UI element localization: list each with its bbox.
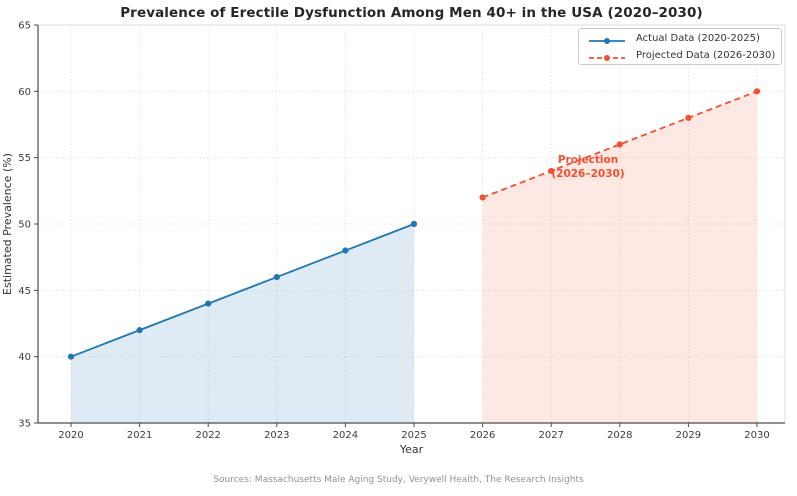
series-projected-area	[482, 91, 757, 423]
x-tick-label: 2023	[264, 430, 289, 441]
series-projected-marker	[616, 141, 623, 148]
x-tick-label: 2025	[401, 430, 426, 441]
legend-label-projected: Projected Data (2026-2030)	[636, 49, 776, 61]
series-actual-area	[71, 224, 414, 423]
y-tick-label: 50	[18, 220, 31, 231]
projection-annotation-line2: (2026–2030)	[551, 167, 625, 180]
series-actual-marker	[273, 273, 280, 281]
series-actual-marker	[136, 327, 143, 334]
projection-annotation: Projection (2026–2030)	[542, 154, 634, 181]
legend-line-sample-actual	[587, 32, 627, 44]
series-actual-marker	[205, 300, 212, 307]
y-tick-label: 60	[18, 87, 31, 98]
series-projected-marker	[479, 194, 486, 201]
legend: Actual Data (2020-2025) Projected Data (…	[578, 28, 782, 65]
y-axis-label: Estimated Prevalence (%)	[1, 153, 14, 295]
projection-annotation-line1: Projection	[557, 154, 619, 166]
x-tick-label: 2029	[676, 430, 701, 441]
x-tick-label: 2030	[744, 430, 769, 441]
legend-item-projected: Projected Data (2026-2030)	[587, 47, 781, 63]
x-tick-label: 2026	[470, 430, 495, 441]
source-note: Sources: Massachusetts Male Aging Study,…	[213, 475, 584, 485]
axis-ticks: 2020 2021 2022 2023 2024 2025 2026 2027 2028 2029…	[18, 21, 769, 442]
y-tick-label: 45	[18, 286, 31, 297]
series-actual	[67, 220, 418, 423]
x-tick-label: 2020	[58, 430, 83, 441]
series-actual-marker	[67, 353, 75, 360]
series-projected-marker	[685, 114, 692, 121]
legend-sample-svg	[589, 38, 625, 44]
series-projected-marker	[548, 167, 555, 175]
series-actual-marker	[410, 220, 418, 228]
y-tick-label: 35	[18, 419, 31, 430]
legend-sample-svg	[589, 55, 625, 61]
x-axis-label: Year	[399, 443, 424, 456]
series-projected	[479, 88, 761, 423]
series-actual-line	[70, 223, 415, 358]
chart-title: Prevalence of Erectile Dysfunction Among…	[120, 5, 703, 21]
series-projected-line	[482, 90, 758, 199]
x-tick-label: 2027	[538, 430, 563, 441]
legend-label-actual: Actual Data (2020-2025)	[636, 32, 760, 44]
legend-line-sample-projected	[587, 49, 627, 61]
series-actual-marker	[342, 247, 349, 254]
x-tick-label: 2021	[127, 430, 152, 441]
y-tick-label: 55	[18, 153, 31, 164]
x-tick-label: 2022	[195, 430, 220, 441]
y-tick-label: 65	[18, 21, 31, 32]
legend-item-actual: Actual Data (2020-2025)	[587, 30, 781, 46]
x-tick-label: 2028	[607, 430, 632, 441]
y-tick-label: 40	[18, 352, 31, 363]
x-tick-label: 2024	[333, 430, 358, 441]
series-projected-marker	[753, 88, 761, 95]
